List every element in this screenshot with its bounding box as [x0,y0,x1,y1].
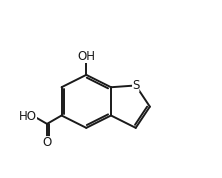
Text: OH: OH [77,50,95,63]
Text: O: O [42,136,52,149]
Text: S: S [132,79,139,92]
Text: HO: HO [19,111,37,124]
